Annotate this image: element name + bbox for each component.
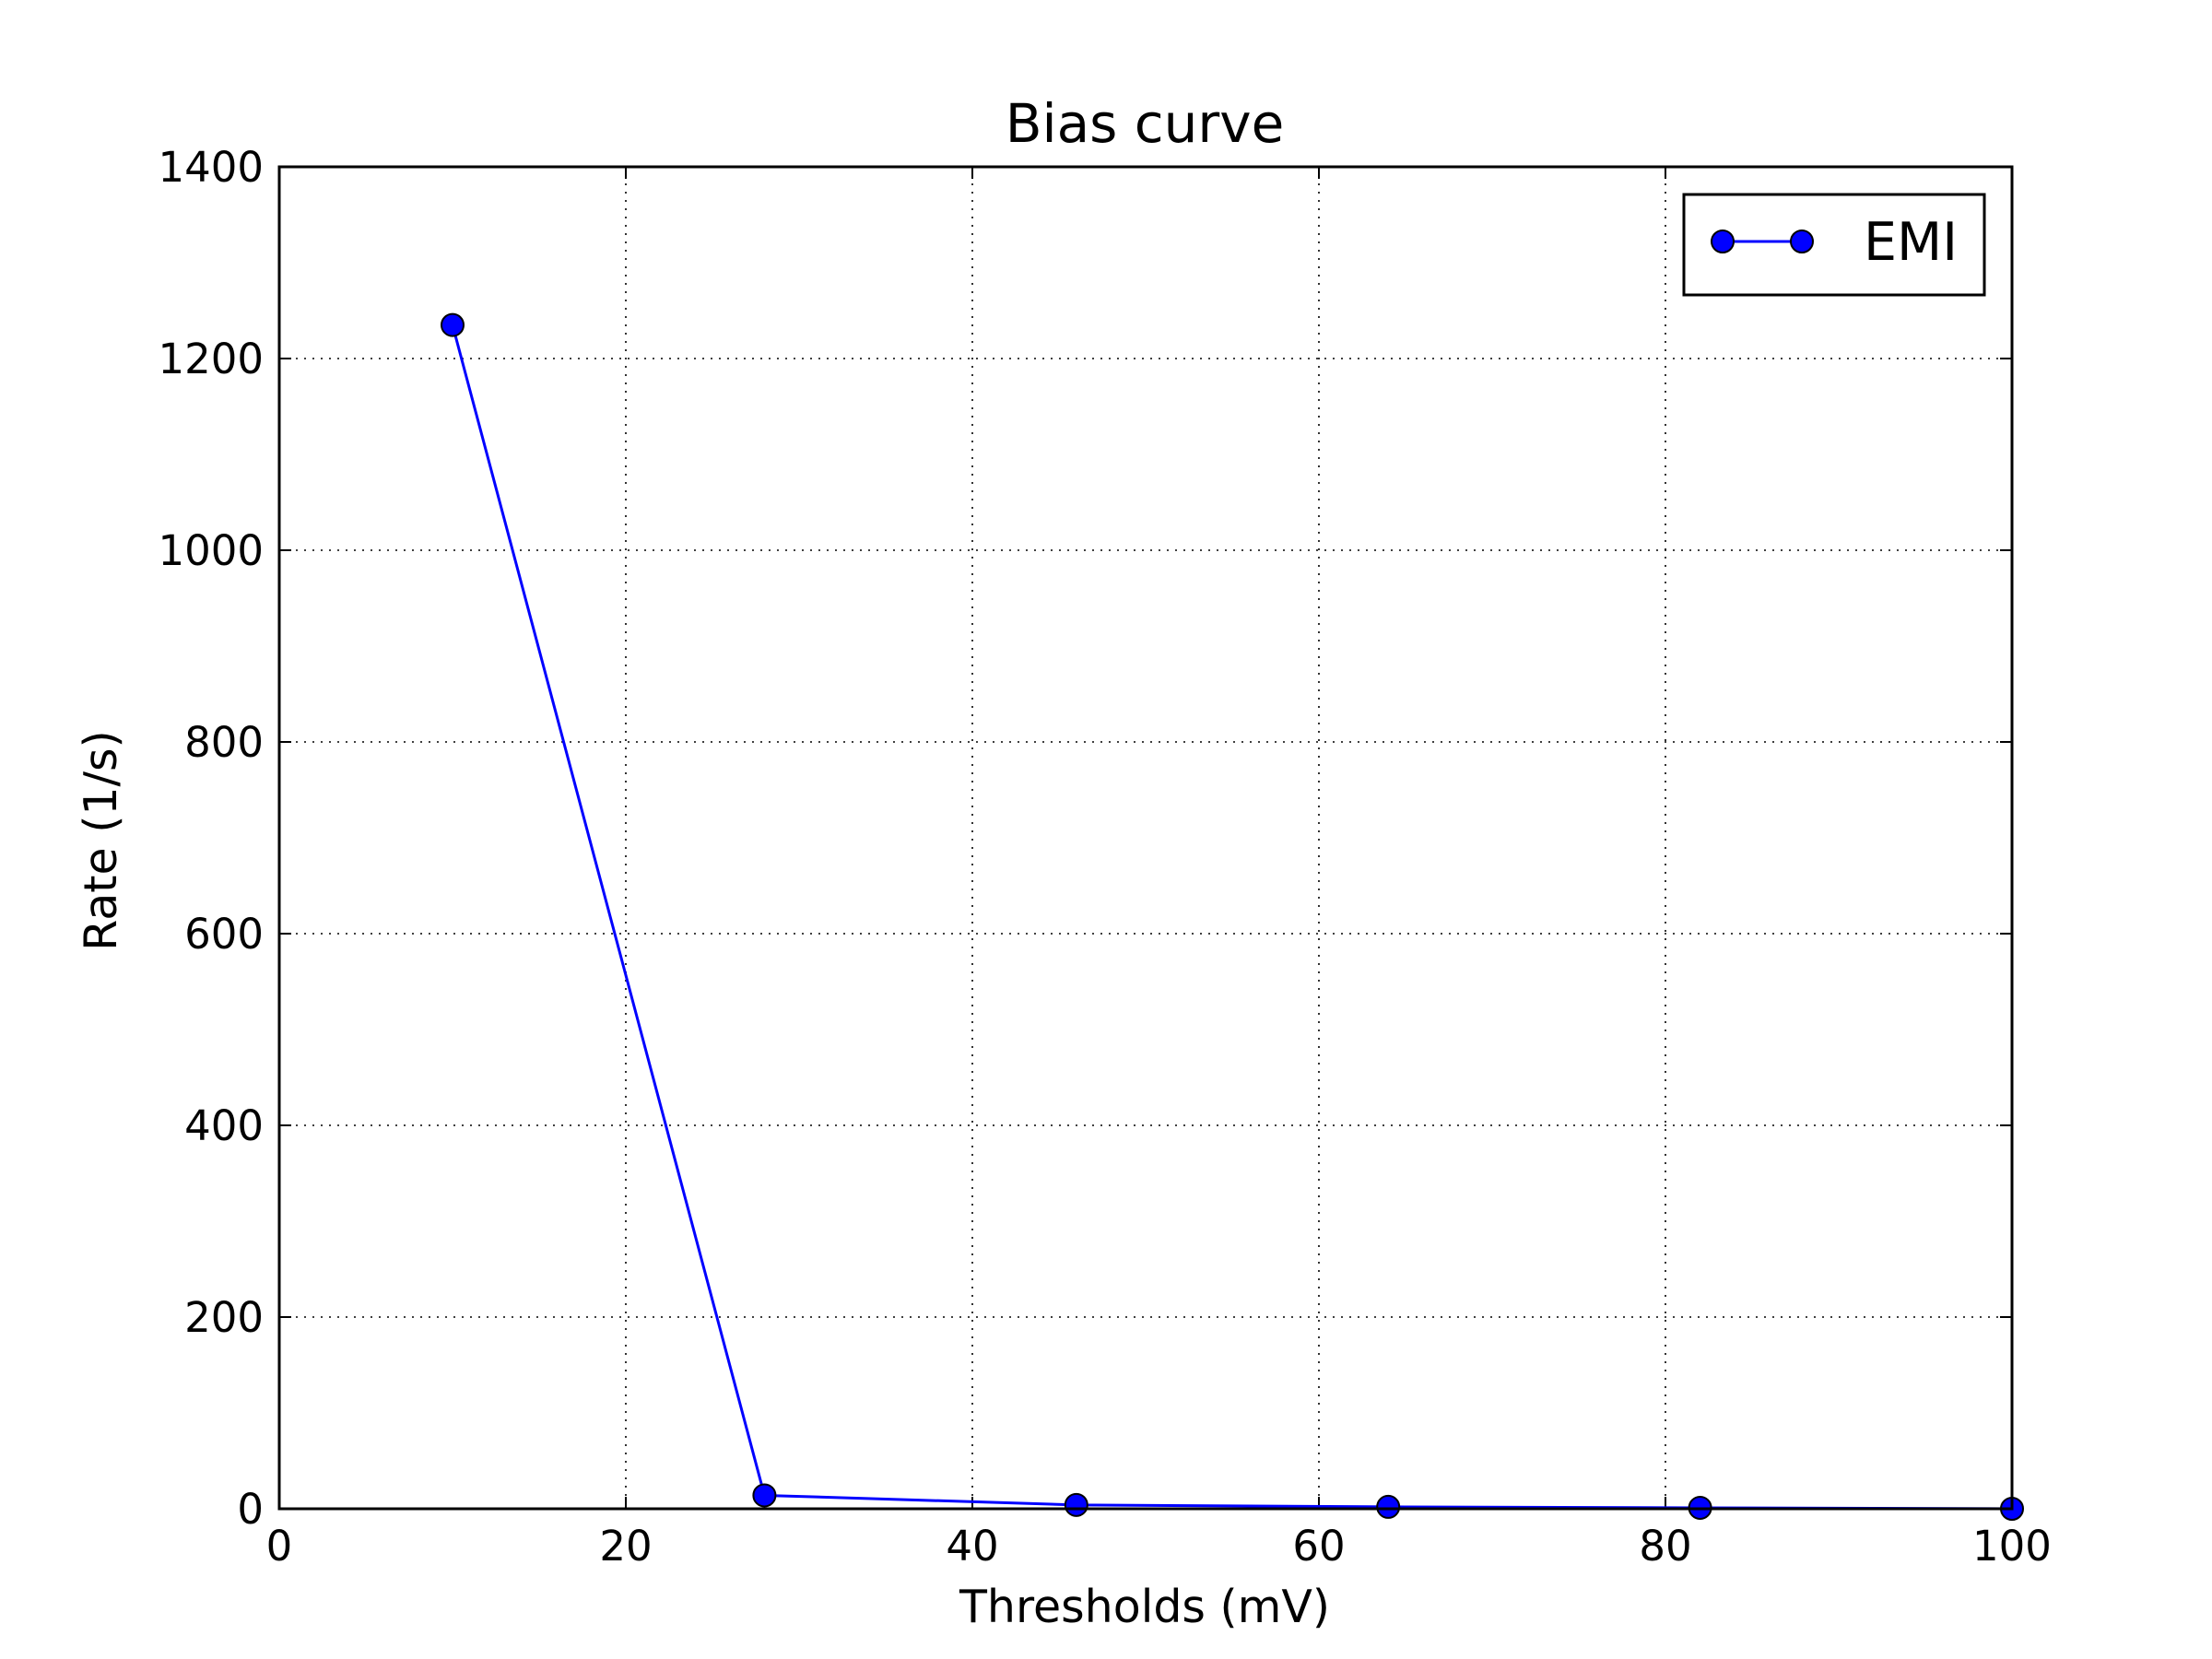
data-point xyxy=(1064,1492,1088,1517)
plot-frame xyxy=(277,165,2014,1511)
x-tick-label: 0 xyxy=(266,1522,293,1571)
x-axis-label: Thresholds (mV) xyxy=(959,1581,1330,1633)
y-tick-label: 400 xyxy=(184,1101,264,1150)
y-tick-label: 1200 xyxy=(158,335,264,383)
y-tick-label: 1000 xyxy=(158,526,264,575)
y-tick-label: 600 xyxy=(184,910,264,959)
legend-marker-emi xyxy=(1711,229,1735,253)
data-point xyxy=(752,1483,777,1508)
legend: EMI xyxy=(1682,193,1986,297)
data-point xyxy=(1376,1494,1401,1519)
y-tick-label: 1400 xyxy=(158,143,264,192)
grid xyxy=(279,167,2012,1509)
data-point xyxy=(441,312,465,337)
x-tick-label: 60 xyxy=(1292,1522,1345,1571)
x-tick-label: 40 xyxy=(946,1522,998,1571)
y-tick-label: 200 xyxy=(184,1293,264,1342)
x-tick-label: 20 xyxy=(599,1522,652,1571)
legend-marker-emi xyxy=(1790,229,1814,253)
x-tick-label: 100 xyxy=(1972,1522,2052,1571)
chart-title: Bias curve xyxy=(1006,92,1285,155)
y-axis-label: Rate (1/s) xyxy=(75,730,127,950)
y-axis-ticks: 0 200 400 600 800 1000 1200 1400 xyxy=(158,143,2012,1534)
y-tick-label: 0 xyxy=(237,1485,264,1534)
y-tick-label: 800 xyxy=(184,718,264,767)
x-tick-label: 80 xyxy=(1639,1522,1691,1571)
x-axis-ticks: 0 20 40 60 80 100 xyxy=(266,167,2052,1571)
legend-label-emi: EMI xyxy=(1864,212,1958,273)
